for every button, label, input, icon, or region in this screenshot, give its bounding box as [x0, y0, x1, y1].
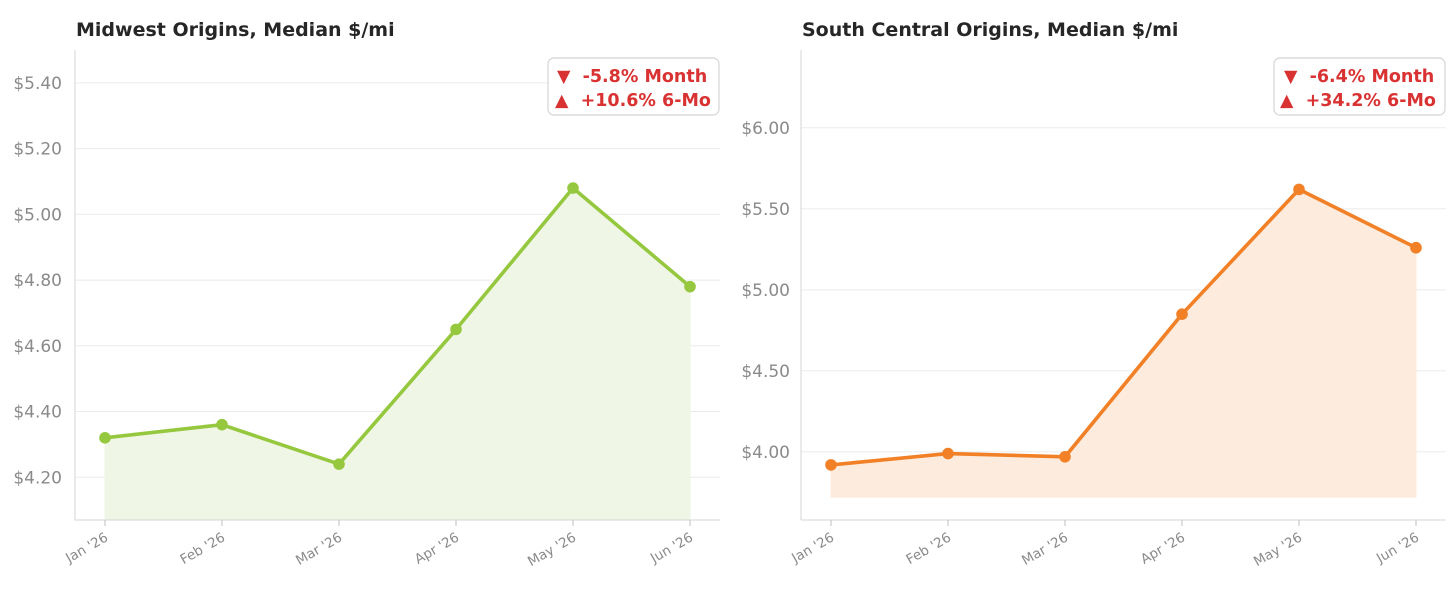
south-central-x-tick-label: Apr '26 [1138, 530, 1188, 568]
midwest-6mo-change: +10.6% 6-Mo [581, 91, 711, 111]
south-central-x-tick-label: Jun '26 [1373, 530, 1422, 567]
midwest-y-tick-label: $4.60 [13, 337, 62, 357]
south-central-data-point [1293, 183, 1305, 196]
midwest-x-tick-label: Apr '26 [412, 530, 462, 568]
midwest-y-tick-label: $4.40 [13, 403, 62, 423]
south-central-data-point [1410, 241, 1422, 254]
midwest-series-line [103, 186, 692, 466]
midwest-chart-title: Midwest Origins, Median $/mi [76, 19, 395, 41]
midwest-data-point [216, 418, 228, 431]
south-central-badge-box [1273, 57, 1446, 116]
midwest-y-tick-label: $5.40 [13, 74, 62, 94]
up-arrow-icon: ▲ [1280, 91, 1294, 111]
south-central-6mo-change: +34.2% 6-Mo [1306, 91, 1436, 111]
up-arrow-icon: ▲ [555, 91, 569, 111]
south-central-x-tick-label: Mar '26 [1019, 530, 1071, 569]
south-central-series-line [829, 187, 1418, 467]
midwest-data-point [450, 323, 462, 336]
midwest-data-point [333, 458, 345, 470]
south-central-y-tick-label: $4.00 [741, 443, 790, 463]
south-central-data-point [1059, 450, 1071, 463]
midwest-chart-panel: Midwest Origins, Median $/mi $4.20$4.40$… [13, 19, 720, 570]
midwest-badge-box [547, 57, 720, 116]
south-central-y-axis: $4.00 $4.50 $5.00 $5.50 $6.00 [741, 119, 790, 463]
south-central-y-tick-label: $6.00 [741, 119, 790, 139]
midwest-x-tick-label: Jan '26 [62, 530, 111, 567]
midwest-change-badge: ▼ -5.8% Month ▲ +10.6% 6-Mo [547, 57, 720, 116]
south-central-area-fill [830, 188, 1417, 498]
midwest-x-tick-label: Jun '26 [647, 530, 696, 567]
midwest-month-change: -5.8% Month [583, 67, 708, 87]
midwest-y-tick-label: $4.20 [13, 468, 62, 488]
south-central-x-axis: Jan '26 Feb '26 Mar '26 Apr '26 May '26 Jun '… [788, 520, 1422, 570]
south-central-y-tick-label: $4.50 [741, 362, 790, 382]
south-central-x-tick-label: May '26 [1251, 530, 1305, 570]
midwest-x-tick-label: Feb '26 [177, 530, 228, 568]
svg-text:▲ +34.2% 6-Mo: ▲ +34.2% 6-Mo [1280, 91, 1436, 111]
midwest-y-axis: $4.20 $4.40 $4.60 $4.80 $5.00 $5.40 $5.20 [13, 74, 62, 488]
midwest-data-point [567, 182, 579, 194]
midwest-x-tick-label: Mar '26 [293, 530, 345, 569]
south-central-data-point [1176, 308, 1188, 320]
midwest-y-tick-label: $4.80 [13, 271, 62, 291]
south-central-y-tick-label: $5.00 [741, 281, 790, 301]
down-arrow-icon: ▼ [1284, 67, 1298, 87]
midwest-data-point [684, 280, 696, 293]
south-central-data-points [825, 183, 1422, 471]
south-central-data-point [825, 459, 837, 471]
midwest-data-point [99, 432, 111, 444]
svg-text:▲ +10.6% 6-Mo: ▲ +10.6% 6-Mo [555, 91, 711, 111]
svg-text:▼ -5.8% Month: ▼ -5.8% Month [557, 67, 707, 87]
south-central-month-change: -6.4% Month [1310, 67, 1435, 87]
south-central-x-tick-label: Feb '26 [903, 530, 954, 568]
south-central-y-tick-label: $5.50 [741, 200, 790, 220]
south-central-chart-panel: South Central Origins, Median $/mi $4.00… [741, 19, 1446, 570]
south-central-data-point [942, 447, 954, 460]
svg-text:▼ -6.4% Month: ▼ -6.4% Month [1284, 67, 1434, 87]
midwest-data-points [99, 182, 696, 470]
midwest-y-tick-label: $5.00 [13, 205, 62, 225]
midwest-x-tick-label: May '26 [525, 530, 579, 570]
south-central-x-tick-label: Jan '26 [788, 530, 837, 567]
midwest-area-fill [104, 187, 691, 521]
midwest-grid [75, 82, 720, 478]
midwest-y-tick-label: $5.20 [13, 140, 62, 160]
south-central-change-badge: ▼ -6.4% Month ▲ +34.2% 6-Mo [1273, 57, 1446, 116]
down-arrow-icon: ▼ [557, 67, 571, 87]
midwest-x-axis: Jan '26 Feb '26 Mar '26 Apr '26 May '26 Jun '… [62, 520, 696, 570]
south-central-chart-title: South Central Origins, Median $/mi [802, 19, 1178, 41]
